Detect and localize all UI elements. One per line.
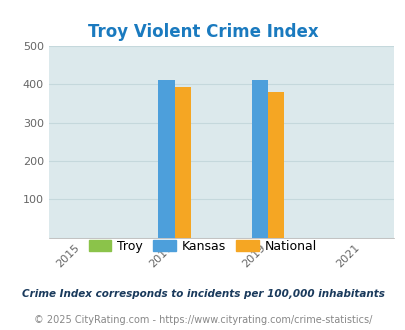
Bar	[267, 92, 284, 238]
Bar	[251, 80, 267, 238]
Bar	[158, 80, 174, 238]
Text: Crime Index corresponds to incidents per 100,000 inhabitants: Crime Index corresponds to incidents per…	[21, 289, 384, 299]
Text: Troy Violent Crime Index: Troy Violent Crime Index	[87, 23, 318, 41]
Text: © 2025 CityRating.com - https://www.cityrating.com/crime-statistics/: © 2025 CityRating.com - https://www.city…	[34, 315, 371, 325]
Legend: Troy, Kansas, National: Troy, Kansas, National	[83, 235, 322, 258]
Bar	[174, 87, 190, 238]
